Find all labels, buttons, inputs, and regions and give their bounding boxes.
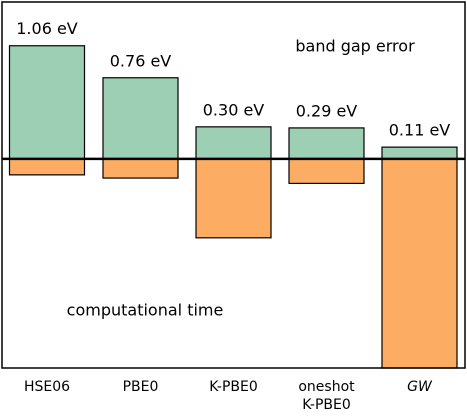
bar (195, 126, 272, 160)
series-label: computational time (67, 301, 224, 320)
bar (195, 158, 272, 239)
bar (288, 158, 365, 184)
x-tick-label: GW (407, 379, 432, 395)
bar (381, 146, 458, 160)
series-label: band gap error (295, 37, 415, 56)
bar (102, 77, 179, 160)
bar (288, 127, 365, 160)
x-tick-label: HSE06 (23, 379, 71, 395)
bar (102, 158, 179, 179)
x-tick-label: PBE0 (122, 379, 159, 395)
x-tick-label: K-PBE0 (209, 379, 258, 395)
value-label: 0.76 eV (110, 51, 172, 70)
x-tick-label: oneshot K-PBE0 (298, 379, 355, 413)
bar (381, 158, 458, 369)
value-label: 0.11 eV (389, 121, 451, 140)
value-label: 0.29 eV (296, 101, 358, 120)
bar (8, 45, 86, 160)
value-label: 0.30 eV (203, 100, 265, 119)
value-label: 1.06 eV (16, 19, 78, 38)
bar (8, 158, 86, 176)
frame (1, 1, 466, 369)
